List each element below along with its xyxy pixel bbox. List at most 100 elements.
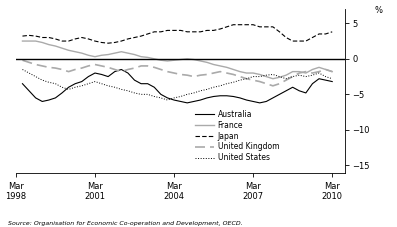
Australia bbox=[290, 86, 295, 89]
United Kingdom bbox=[20, 59, 25, 62]
Legend: Australia, France, Japan, United Kingdom, United States: Australia, France, Japan, United Kingdom… bbox=[192, 107, 282, 165]
Japan bbox=[277, 30, 282, 33]
United Kingdom bbox=[73, 68, 77, 71]
United States bbox=[66, 88, 71, 91]
Japan bbox=[257, 25, 262, 28]
Japan bbox=[106, 42, 110, 44]
Australia bbox=[244, 99, 249, 101]
Japan bbox=[204, 29, 209, 32]
United Kingdom bbox=[224, 72, 229, 74]
Japan bbox=[303, 40, 308, 42]
United Kingdom bbox=[152, 66, 157, 69]
France bbox=[86, 54, 91, 57]
United States bbox=[60, 86, 64, 89]
United States bbox=[178, 95, 183, 98]
United States bbox=[330, 77, 335, 80]
France bbox=[79, 52, 84, 54]
Australia bbox=[99, 73, 104, 76]
Australia bbox=[33, 96, 38, 99]
United States bbox=[119, 88, 124, 91]
United Kingdom bbox=[106, 66, 110, 69]
Australia bbox=[270, 96, 275, 99]
France bbox=[158, 59, 163, 62]
Japan bbox=[20, 35, 25, 37]
Australia bbox=[178, 100, 183, 103]
United Kingdom bbox=[191, 75, 196, 78]
France bbox=[224, 66, 229, 69]
France bbox=[172, 59, 176, 62]
United Kingdom bbox=[251, 79, 256, 81]
France bbox=[290, 70, 295, 73]
United Kingdom bbox=[165, 70, 170, 73]
United States bbox=[139, 93, 143, 96]
France bbox=[237, 70, 242, 73]
Japan bbox=[53, 37, 58, 40]
Japan bbox=[224, 25, 229, 28]
Australia bbox=[93, 72, 97, 74]
United States bbox=[86, 82, 91, 85]
France bbox=[93, 55, 97, 58]
United Kingdom bbox=[46, 66, 51, 69]
Australia bbox=[224, 94, 229, 97]
United Kingdom bbox=[198, 74, 203, 76]
Japan bbox=[290, 40, 295, 42]
United Kingdom bbox=[257, 80, 262, 83]
Japan bbox=[79, 36, 84, 39]
Australia bbox=[284, 89, 289, 92]
France bbox=[231, 68, 236, 71]
United States bbox=[290, 75, 295, 78]
France bbox=[284, 74, 289, 76]
United Kingdom bbox=[33, 63, 38, 66]
United States bbox=[33, 75, 38, 78]
Australia bbox=[46, 99, 51, 101]
Japan bbox=[152, 30, 157, 33]
United Kingdom bbox=[290, 75, 295, 78]
United States bbox=[257, 75, 262, 78]
United Kingdom bbox=[40, 64, 44, 67]
United Kingdom bbox=[172, 72, 176, 74]
Line: United Kingdom: United Kingdom bbox=[23, 60, 332, 86]
France bbox=[66, 49, 71, 52]
Japan bbox=[93, 40, 97, 42]
France bbox=[40, 41, 44, 44]
Japan bbox=[119, 40, 124, 42]
Japan bbox=[132, 36, 137, 39]
Australia bbox=[330, 80, 335, 83]
France bbox=[53, 45, 58, 47]
France bbox=[27, 40, 31, 42]
France bbox=[60, 47, 64, 49]
Japan bbox=[317, 33, 322, 35]
Australia bbox=[132, 79, 137, 81]
Australia bbox=[191, 100, 196, 103]
France bbox=[185, 57, 190, 60]
Japan bbox=[237, 23, 242, 26]
United Kingdom bbox=[99, 64, 104, 67]
Japan bbox=[27, 34, 31, 37]
United States bbox=[231, 81, 236, 84]
Australia bbox=[60, 91, 64, 94]
United Kingdom bbox=[125, 68, 130, 71]
Japan bbox=[191, 30, 196, 33]
United Kingdom bbox=[53, 67, 58, 69]
France bbox=[323, 68, 328, 71]
United States bbox=[99, 82, 104, 85]
United Kingdom bbox=[112, 68, 117, 71]
Australia bbox=[20, 82, 25, 85]
United States bbox=[191, 91, 196, 94]
United States bbox=[152, 95, 157, 98]
United States bbox=[264, 74, 269, 76]
France bbox=[152, 57, 157, 60]
Australia bbox=[211, 95, 216, 98]
France bbox=[20, 40, 25, 42]
France bbox=[191, 58, 196, 61]
Australia bbox=[158, 93, 163, 96]
Australia bbox=[119, 68, 124, 71]
Japan bbox=[66, 40, 71, 42]
United Kingdom bbox=[317, 70, 322, 73]
United States bbox=[73, 86, 77, 89]
United Kingdom bbox=[323, 68, 328, 71]
France bbox=[46, 43, 51, 46]
Australia bbox=[251, 100, 256, 103]
Japan bbox=[251, 23, 256, 26]
United States bbox=[310, 74, 315, 76]
